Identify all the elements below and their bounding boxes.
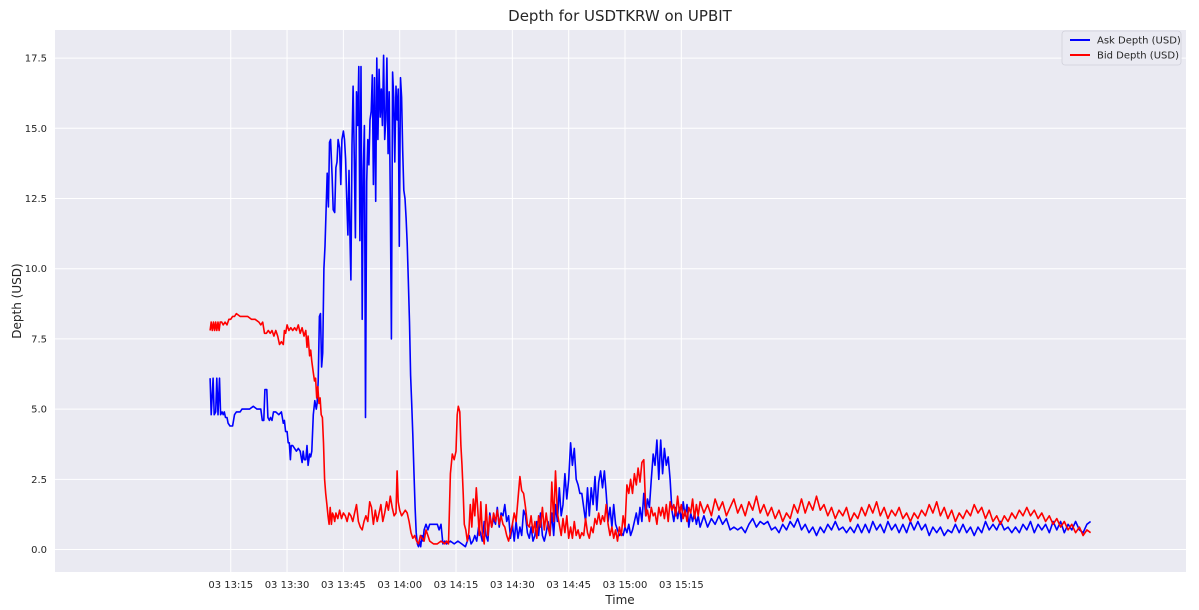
x-tick-label: 03 14:45 [546, 580, 591, 591]
x-tick-label: 03 14:00 [377, 580, 422, 591]
y-tick-label: 7.5 [31, 334, 47, 345]
y-tick-label: 0.0 [31, 545, 47, 556]
y-tick-label: 2.5 [31, 475, 47, 486]
x-tick-label: 03 15:00 [603, 580, 648, 591]
y-axis-label: Depth (USD) [10, 263, 24, 338]
series-group [209, 54, 1092, 548]
x-tick-label: 03 13:15 [208, 580, 253, 591]
x-axis-ticks: 03 13:15 03 13:30 03 13:45 03 14:00 03 14:15… [208, 580, 703, 591]
y-tick-label: 15.0 [25, 124, 47, 135]
y-tick-label: 5.0 [31, 405, 47, 416]
x-tick-label: 03 13:45 [321, 580, 366, 591]
plot-area [55, 30, 1186, 572]
legend-box [1061, 30, 1182, 66]
y-tick-label: 17.5 [25, 54, 47, 65]
legend: Ask Depth (USD) Bid Depth (USD) [1061, 30, 1182, 66]
chart-title: Depth for USDTKRW on UPBIT [508, 7, 733, 25]
grid-lines [55, 30, 1186, 572]
x-tick-label: 03 15:15 [659, 580, 704, 591]
bid-depth-line [209, 312, 1092, 545]
ask-depth-line [209, 54, 1092, 548]
x-axis-label: Time [604, 593, 634, 607]
x-tick-label: 03 13:30 [265, 580, 310, 591]
y-tick-label: 12.5 [25, 194, 47, 205]
y-tick-label: 10.0 [25, 264, 47, 275]
legend-label-bid: Bid Depth (USD) [1097, 51, 1179, 62]
y-axis-ticks: 0.0 2.5 5.0 7.5 10.0 12.5 15.0 17.5 [25, 54, 47, 556]
x-tick-label: 03 14:15 [434, 580, 479, 591]
x-tick-label: 03 14:30 [490, 580, 535, 591]
legend-label-ask: Ask Depth (USD) [1097, 36, 1181, 47]
